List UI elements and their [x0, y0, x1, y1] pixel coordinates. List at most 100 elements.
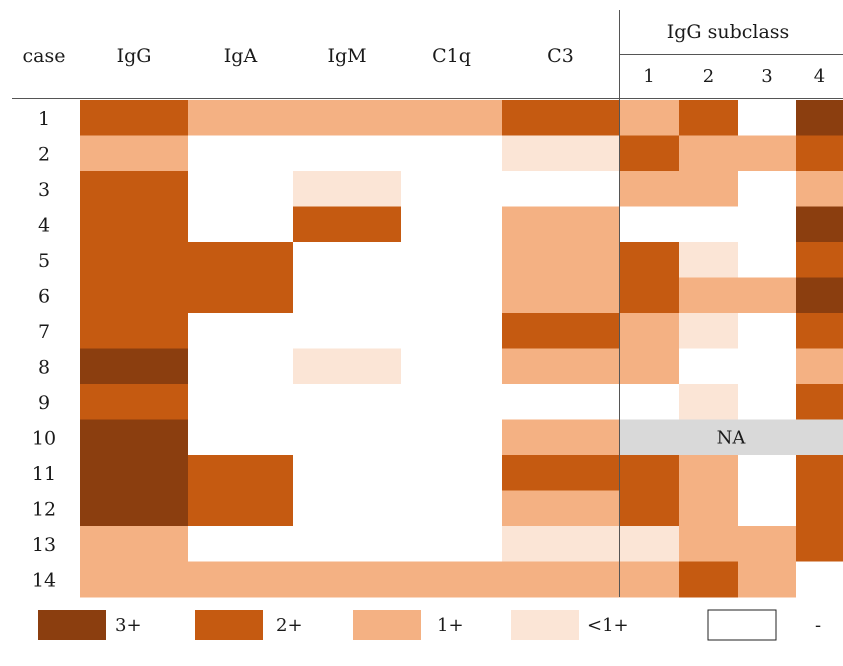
heatmap-cell: [293, 206, 402, 243]
heatmap-cell: [619, 100, 680, 136]
heatmap-cell: [679, 277, 739, 314]
heatmap-cell: [502, 100, 620, 136]
column-header-subclass-2: 2: [703, 66, 714, 87]
heatmap-cell: [293, 348, 402, 385]
heatmap-cell: [293, 171, 402, 207]
heatmap-cell: [679, 490, 739, 527]
heatmap-cell: [401, 455, 503, 491]
row-label-case-8: 8: [38, 356, 50, 378]
column-header-igg: IgG: [117, 45, 152, 67]
na-label: NA: [717, 427, 747, 448]
heatmap-cell: [401, 135, 503, 172]
heatmap-cell: [401, 313, 503, 349]
heatmap-cell: [188, 206, 294, 243]
heatmap-cell: [502, 171, 620, 207]
heatmap-cell: [293, 455, 402, 491]
column-header-c1q: C1q: [432, 45, 471, 67]
heatmap-cell: [679, 526, 739, 562]
legend-swatch-lt1plus: [511, 610, 579, 640]
heatmap-cell: [619, 171, 680, 207]
heatmap-cell: [679, 135, 739, 172]
subclass-group-header: IgG subclass: [667, 21, 790, 43]
heatmap-cell: [738, 206, 797, 243]
column-header-subclass-1: 1: [643, 66, 654, 87]
legend-swatch-none: [707, 609, 777, 641]
row-label-case-1: 1: [38, 108, 50, 130]
heatmap-cell: [80, 277, 189, 314]
heatmap-cell: [188, 277, 294, 314]
heatmap-cells: NA: [80, 100, 843, 598]
heatmap-cell: [188, 490, 294, 527]
heatmap-cell: [738, 277, 797, 314]
heatmap-cell: [80, 135, 189, 172]
heatmap-cell: [188, 419, 294, 456]
heatmap-cell: [188, 348, 294, 385]
legend-swatch-1plus: [353, 610, 421, 640]
heatmap-cell: [679, 171, 739, 207]
heatmap-cell: [80, 313, 189, 349]
row-label-case-5: 5: [38, 250, 50, 272]
heatmap-cell: [796, 561, 843, 598]
heatmap-cell: [188, 384, 294, 420]
heatmap-cell: [502, 490, 620, 527]
heatmap-cell: [619, 242, 680, 278]
heatmap-cell: [401, 348, 503, 385]
heatmap-cell: [679, 242, 739, 278]
heatmap-cell: [679, 100, 739, 136]
row-label-case-4: 4: [38, 214, 50, 236]
heatmap-cell: [796, 384, 843, 420]
legend-swatch-3plus: [38, 610, 106, 640]
row-label-case-13: 13: [32, 534, 56, 556]
heatmap-cell: [619, 490, 680, 527]
heatmap-cell: [502, 242, 620, 278]
row-label-case-11: 11: [32, 463, 56, 485]
heatmap-cell: [796, 171, 843, 207]
row-label-case-12: 12: [32, 498, 56, 520]
row-label-case-3: 3: [38, 179, 50, 201]
heatmap-cell: [796, 490, 843, 527]
heatmap-cell: [401, 384, 503, 420]
legend-label: -: [815, 615, 821, 636]
heatmap-cell: [502, 135, 620, 172]
legend-label: 3+: [115, 615, 142, 636]
heatmap-cell: [80, 242, 189, 278]
heatmap-cell: [502, 384, 620, 420]
heatmap-cell: [293, 242, 402, 278]
heatmap-cell: [401, 171, 503, 207]
heatmap-cell: [738, 526, 797, 562]
row-label-case-7: 7: [38, 321, 50, 343]
column-header-igm: IgM: [327, 45, 366, 67]
row-label-case-9: 9: [38, 392, 50, 414]
heatmap-cell: [401, 206, 503, 243]
column-header-iga: IgA: [224, 45, 258, 67]
heatmap-cell: [502, 455, 620, 491]
legend-label: <1+: [587, 615, 629, 636]
heatmap-cell: [619, 135, 680, 172]
row-label-case-6: 6: [38, 285, 50, 307]
heatmap-cell: [188, 242, 294, 278]
heatmap-cell: [80, 490, 189, 527]
row-label-case-14: 14: [32, 569, 56, 591]
heatmap-cell: [679, 313, 739, 349]
heatmap-cell-na: [619, 419, 843, 456]
heatmap-cell: [619, 526, 680, 562]
legend-label: 2+: [276, 615, 303, 636]
heatmap-cell: [796, 348, 843, 385]
legend-label: 1+: [437, 615, 464, 636]
heatmap-cell: [80, 419, 189, 456]
heatmap-cell: [619, 455, 680, 491]
heatmap-cell: [502, 206, 620, 243]
heatmap-cell: [738, 242, 797, 278]
heatmap-cell: [293, 561, 402, 598]
heatmap-cell: [738, 348, 797, 385]
heatmap-cell: [188, 526, 294, 562]
heatmap-cell: [619, 384, 680, 420]
heatmap-cell: [293, 313, 402, 349]
heatmap-cell: [293, 135, 402, 172]
heatmap-cell: [80, 348, 189, 385]
heatmap-cell: [738, 455, 797, 491]
heatmap-cell: [738, 490, 797, 527]
heatmap-cell: [80, 526, 189, 562]
heatmap-cell: [679, 455, 739, 491]
